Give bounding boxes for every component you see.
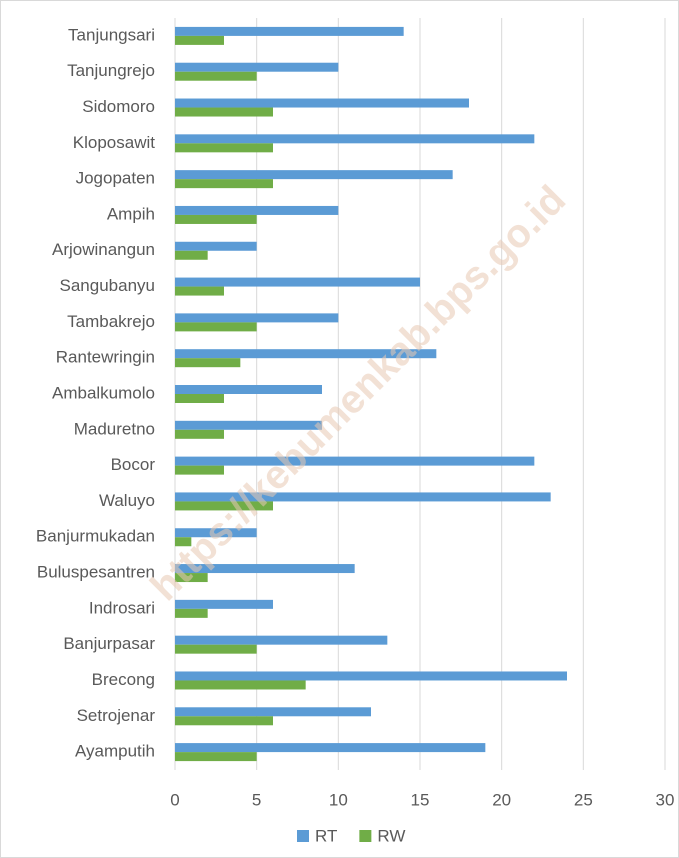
bar [175, 277, 420, 287]
bar [175, 71, 257, 81]
bar [175, 214, 257, 224]
legend-label: RT [315, 826, 337, 845]
y-tick-label: Maduretno [74, 419, 155, 438]
bar [175, 501, 273, 511]
bar [175, 107, 273, 117]
bar [175, 358, 241, 368]
y-tick-label: Waluyo [99, 491, 155, 510]
bar [175, 241, 257, 251]
y-tick-label: Arjowinangun [52, 240, 155, 259]
bar [175, 394, 224, 403]
bar [175, 465, 224, 475]
bar [175, 26, 404, 36]
x-tick-label: 15 [411, 790, 430, 809]
y-tick-label: Tanjungrejo [67, 61, 155, 80]
y-tick-label: Sangubanyu [60, 276, 155, 295]
bar [175, 170, 453, 180]
legend-label: RW [377, 826, 405, 845]
y-tick-label: Ampih [107, 204, 155, 223]
y-tick-label: Ambalkumolo [52, 383, 155, 402]
y-tick-label: Setrojenar [77, 706, 156, 725]
y-tick-label: Tambakrejo [67, 312, 155, 331]
bar [175, 573, 208, 583]
y-tick-label: Bocor [111, 455, 156, 474]
bar [175, 250, 208, 260]
bar [175, 35, 224, 45]
bar [175, 286, 224, 296]
bar [175, 420, 322, 430]
bar [175, 62, 339, 72]
x-tick-label: 0 [170, 790, 179, 809]
bar [175, 492, 551, 502]
bar [175, 385, 322, 394]
y-tick-label: Kloposawit [73, 133, 155, 152]
bar [175, 322, 257, 332]
bar [175, 707, 371, 717]
bar [175, 537, 192, 547]
y-tick-label: Brecong [92, 670, 155, 689]
bar [175, 134, 535, 144]
bar [175, 743, 486, 753]
x-tick-label: 5 [252, 790, 261, 809]
y-tick-label: Banjurpasar [63, 634, 155, 653]
bar [175, 644, 257, 654]
y-tick-label: Buluspesantren [37, 563, 155, 582]
bar [175, 564, 355, 574]
legend-swatch [359, 830, 372, 842]
y-tick-label: Sidomoro [82, 97, 155, 116]
bar [175, 349, 437, 359]
bar [175, 179, 273, 189]
y-tick-label: Jogopaten [76, 169, 155, 188]
x-tick-label: 20 [492, 790, 511, 809]
bar [175, 752, 257, 762]
bar [175, 528, 257, 538]
bar [175, 716, 273, 726]
bar [175, 143, 273, 153]
y-tick-label: Tanjungsari [68, 25, 155, 44]
y-tick-label: Ayamputih [75, 742, 155, 761]
bar [175, 680, 306, 690]
y-tick-label: Banjurmukadan [36, 527, 155, 546]
bar [175, 429, 224, 439]
bar [175, 313, 339, 323]
y-tick-label: Rantewringin [56, 348, 155, 367]
bar [175, 608, 208, 618]
bar [175, 635, 388, 645]
y-tick-label: Indrosari [89, 598, 155, 617]
x-tick-label: 30 [656, 790, 675, 809]
bar [175, 98, 469, 108]
legend-swatch [297, 830, 309, 842]
bar [175, 671, 567, 681]
bar [175, 205, 339, 215]
x-tick-label: 10 [329, 790, 348, 809]
bar [175, 599, 273, 609]
x-tick-label: 25 [574, 790, 593, 809]
bar [175, 456, 535, 466]
